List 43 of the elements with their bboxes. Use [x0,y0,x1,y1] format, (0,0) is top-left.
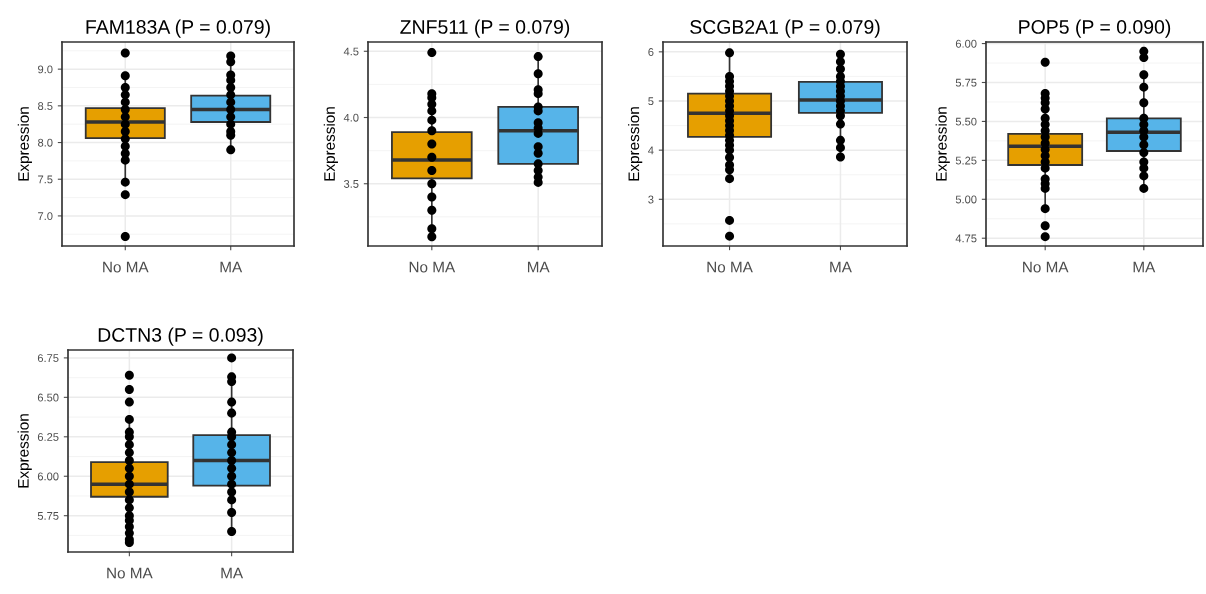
chart-title: FAM183A (P = 0.079) [86,19,270,38]
chart-title: POP5 (P = 0.090) [1019,19,1171,38]
y-tick-label: 6.25 [37,433,59,441]
y-tick-label: 5.75 [955,78,977,87]
y-tick-label: 5 [648,97,654,106]
x-tick-label: MA [221,567,244,579]
x-tick-label: MA [220,261,243,273]
y-tick-label: 7.5 [38,175,53,184]
y-tick-label: 6.75 [37,354,59,363]
y-axis-title: Expression [17,107,32,181]
y-tick-label: 8.5 [38,102,53,110]
y-tick-label: 5.75 [37,512,59,520]
x-tick-label: No MA [103,261,149,273]
x-tick-label: No MA [1023,261,1069,273]
y-tick-label: 9.0 [38,65,53,74]
x-tick-label: No MA [409,261,456,273]
chart-title: ZNF511 (P = 0.079) [400,19,570,38]
y-tick-label: 5.00 [955,195,977,204]
y-axis-title: Expression [935,107,950,181]
y-tick-label: 6 [648,48,654,56]
x-tick-label: No MA [107,567,153,579]
y-tick-label: 4.0 [343,113,359,122]
y-tick-label: 5.25 [955,156,977,165]
y-tick-label: 3 [648,195,654,204]
y-tick-label: 4.75 [955,234,977,243]
chart-title: SCGB2A1 (P = 0.079) [690,19,880,38]
x-tick-label: MA [527,261,550,273]
x-tick-label: MA [830,261,852,273]
y-tick-label: 6.00 [955,39,977,48]
x-tick-label: MA [1133,261,1156,273]
x-tick-label: No MA [707,261,753,273]
y-axis-title: Expression [628,107,643,181]
y-axis-title: Expression [17,414,32,488]
y-tick-label: 7.0 [38,212,53,221]
y-tick-label: 5.50 [955,117,977,126]
y-tick-label: 3.5 [343,180,359,188]
y-tick-label: 8.0 [38,138,53,147]
chart-title: DCTN3 (P = 0.093) [98,327,263,346]
y-tick-label: 6.00 [37,472,59,481]
y-axis-title: Expression [323,107,338,181]
y-tick-label: 4.5 [343,47,359,56]
y-tick-label: 4 [648,146,654,155]
y-tick-label: 6.50 [37,393,59,402]
